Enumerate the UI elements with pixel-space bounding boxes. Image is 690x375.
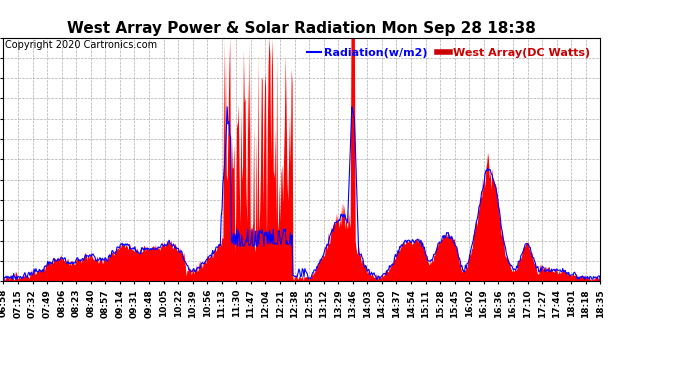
- Text: Copyright 2020 Cartronics.com: Copyright 2020 Cartronics.com: [5, 40, 157, 50]
- Title: West Array Power & Solar Radiation Mon Sep 28 18:38: West Array Power & Solar Radiation Mon S…: [68, 21, 536, 36]
- Legend: Radiation(w/m2), West Array(DC Watts): Radiation(w/m2), West Array(DC Watts): [303, 43, 595, 62]
